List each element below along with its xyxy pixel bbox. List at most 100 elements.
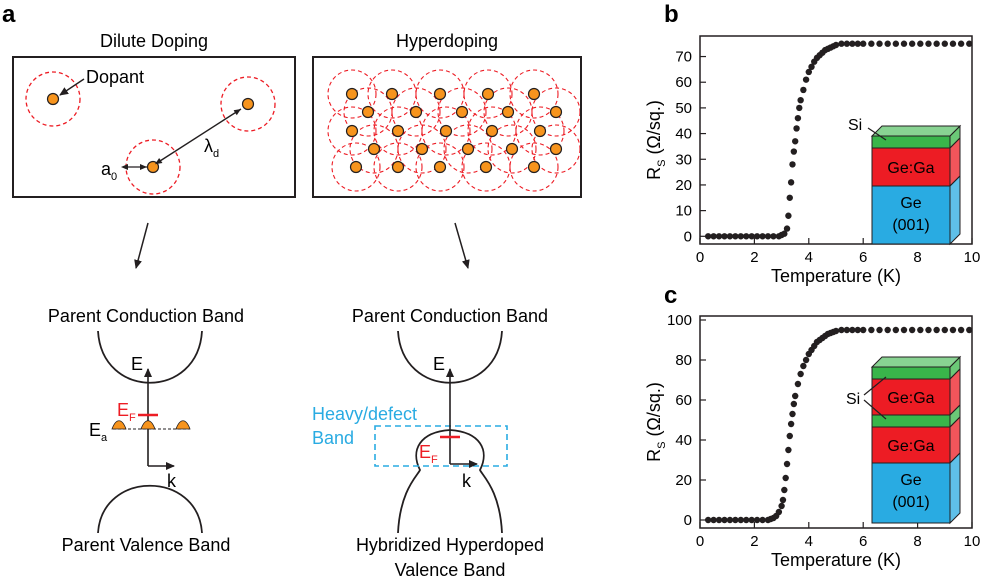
data-point: [787, 420, 795, 428]
data-point: [832, 327, 840, 335]
data-point: [737, 516, 744, 524]
x-tick-label: 4: [805, 249, 813, 266]
hyper-dopant-dot: [415, 142, 429, 156]
hyper-dashed-circle: [391, 87, 441, 137]
dilute-conduction-band: [97, 330, 203, 384]
hyper-dopant-dot: [505, 142, 519, 156]
y-tick-label: 30: [675, 151, 692, 168]
layer-front: [871, 462, 951, 524]
data-point: [933, 326, 940, 334]
y-tick-label: 40: [675, 126, 692, 143]
hyper-cb-label: Parent Conduction Band: [352, 306, 548, 326]
data-point: [925, 326, 932, 334]
hyper-dashed-circle: [327, 69, 377, 119]
hyper-dopant-dot: [391, 160, 405, 174]
dilute-dopants: [25, 71, 276, 195]
y-tick-label: 50: [675, 100, 692, 117]
x-tick-label: 2: [750, 249, 758, 266]
data-point: [892, 40, 900, 47]
y-tick-label: 60: [675, 74, 692, 91]
hyper-dashed-circle: [373, 106, 423, 156]
hyper-dopant-dots: [345, 87, 563, 174]
layer-top: [870, 356, 962, 368]
data-point: [917, 40, 924, 47]
x-tick-label: 2: [750, 533, 758, 550]
data-point: [792, 138, 799, 145]
dopant-label: Dopant: [86, 67, 144, 87]
y-axis-label: RS (Ω/sq.): [644, 100, 668, 180]
data-point: [949, 326, 957, 334]
hyper-dopant-dot: [409, 105, 423, 119]
data-point: [781, 230, 788, 237]
hyper-dopant-dot: [479, 160, 493, 174]
data-point: [786, 432, 793, 440]
plot-frame: [699, 315, 973, 529]
data-point: [743, 516, 750, 524]
y-tick-label: 80: [675, 352, 692, 369]
x-tick-label: 4: [805, 533, 813, 550]
data-point: [802, 76, 810, 83]
dopant-pointer: [59, 78, 85, 96]
hyper-dashed-circle: [343, 87, 393, 137]
dilute-k-label: k: [167, 471, 177, 491]
hyper-dashed-circle: [467, 106, 517, 156]
x-tick-label: 0: [696, 249, 704, 266]
data-point: [715, 233, 723, 240]
data-point: [966, 40, 973, 47]
data-point: [737, 233, 744, 240]
data-point: [941, 326, 948, 334]
hyper-vb-label-2: Valence Band: [395, 560, 506, 580]
dilute-valence-band: [97, 485, 203, 534]
hyper-dashed-circle: [487, 124, 537, 174]
x-axis-label: Temperature (K): [771, 266, 901, 286]
data-point: [957, 40, 965, 47]
y-axis-label: RS (Ω/sq.): [644, 382, 668, 462]
layer-front: [871, 426, 951, 464]
data-point: [789, 410, 796, 418]
layer-label: Ge: [900, 195, 921, 212]
data-point: [908, 40, 916, 47]
x-axis-label: Temperature (K): [771, 550, 901, 570]
hyper-dashed-circle: [327, 106, 377, 156]
x-tick-label: 10: [964, 533, 981, 550]
si-pointer-bottom: [863, 399, 887, 420]
data-point: [832, 41, 840, 49]
data-point: [854, 326, 861, 334]
dilute-doping-title: Dilute Doping: [100, 31, 208, 51]
si-label: Si: [848, 117, 862, 134]
data-point: [868, 326, 875, 334]
data-point: [843, 40, 851, 47]
y-tick-label: 60: [675, 392, 692, 409]
hyper-dopant-dot: [391, 124, 405, 138]
hyper-dopant-dot: [501, 105, 515, 119]
data-point: [759, 233, 766, 240]
y-tick-label: 40: [675, 432, 692, 449]
data-point: [748, 516, 755, 524]
data-point: [710, 233, 717, 240]
data-point: [710, 516, 717, 524]
x-tick-label: 8: [913, 533, 921, 550]
panel-c-letter: c: [664, 282, 677, 309]
hyper-dopant-dot: [385, 87, 399, 101]
hyper-dopant-dot: [461, 142, 475, 156]
data-point: [957, 326, 965, 334]
hyper-dopant-dot: [481, 87, 495, 101]
hyper-dopant-dot: [455, 105, 469, 119]
data-point: [743, 233, 750, 240]
data-point: [790, 148, 798, 155]
dilute-ef-label: EF: [117, 400, 136, 424]
hyper-k-label: k: [462, 471, 472, 491]
a0-label: a0: [101, 159, 117, 183]
hyper-dopant-dot: [367, 142, 381, 156]
data-point: [884, 40, 891, 47]
data-point: [797, 370, 804, 378]
hyper-dopant-dot: [345, 87, 359, 101]
hyper-dopant-dot: [439, 124, 453, 138]
data-point: [949, 40, 957, 47]
data-point: [868, 40, 875, 47]
data-point: [789, 161, 796, 168]
y-tick-label: 0: [684, 512, 692, 529]
hyper-dashed-circle: [437, 87, 487, 137]
data-point: [802, 356, 810, 364]
